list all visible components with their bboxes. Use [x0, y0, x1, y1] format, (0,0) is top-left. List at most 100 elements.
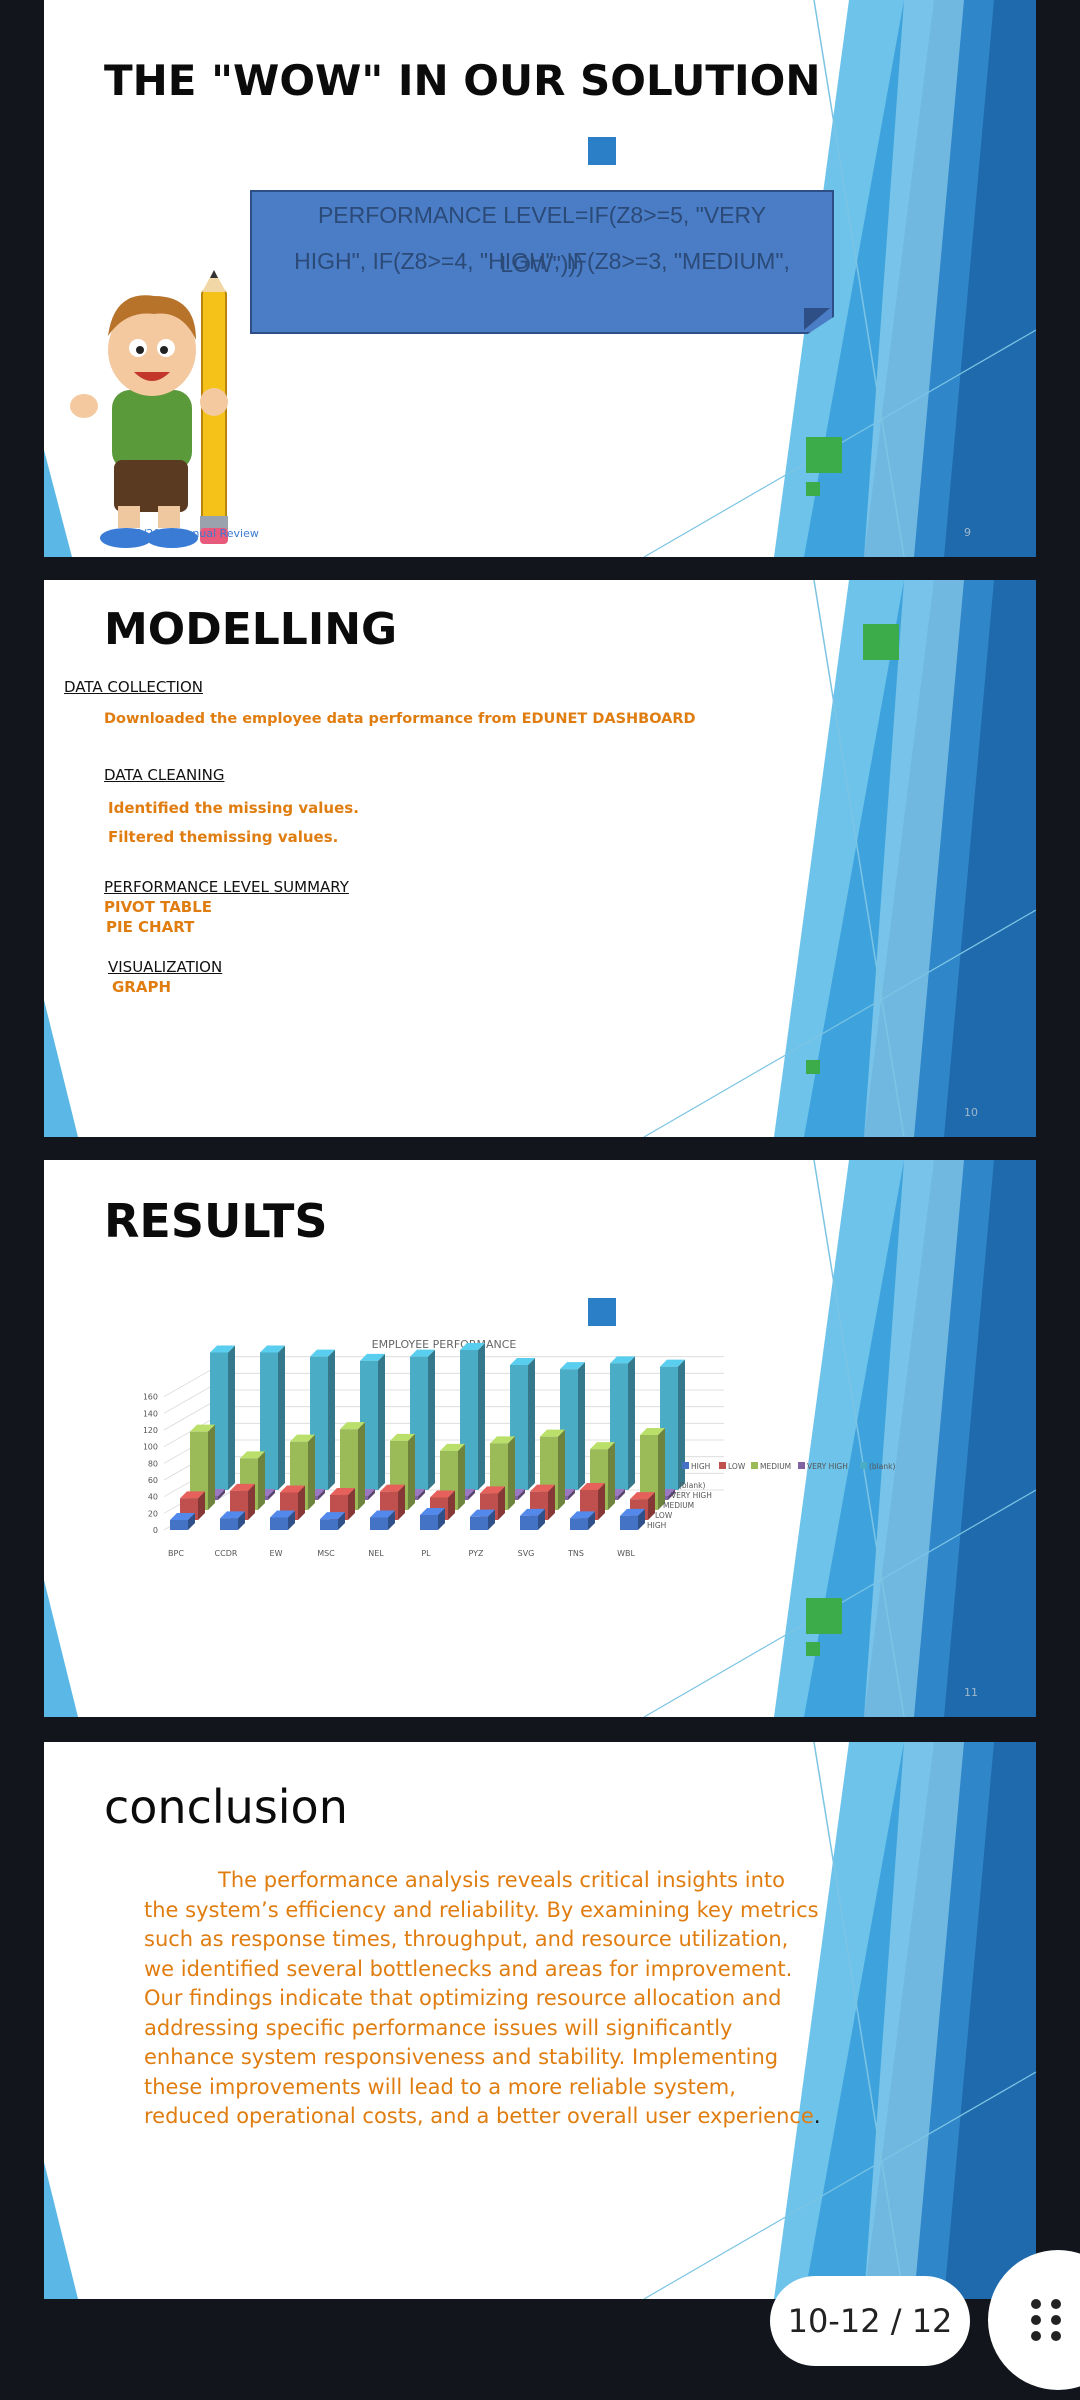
bar-top — [210, 1345, 235, 1353]
slide-4[interactable]: conclusion The performance analysis reve… — [44, 1742, 1036, 2299]
x-tick-label: BPC — [168, 1549, 184, 1558]
bar-side — [238, 1511, 245, 1530]
bar-side — [508, 1436, 515, 1510]
bar-top — [440, 1443, 465, 1451]
bar-side — [538, 1508, 545, 1530]
section-heading-visualization: VISUALIZATION — [108, 958, 223, 976]
slide-3[interactable]: RESULTS 11 0 20 40 60 80 100 120 140 160 EMPLOYEE… — [44, 1160, 1036, 1717]
slide-title: conclusion — [104, 1780, 348, 1834]
bar-top — [290, 1434, 315, 1442]
x-tick-label: CCDR — [215, 1549, 238, 1558]
bar-medium — [640, 1435, 658, 1510]
legend-label: (blank) — [869, 1462, 895, 1471]
bar-high — [520, 1515, 538, 1530]
y-tick-label: 120 — [144, 1426, 158, 1435]
green-square-large — [806, 1598, 842, 1634]
section-item: PIE CHART — [106, 918, 195, 936]
employee-performance-chart: 0 20 40 60 80 100 120 140 160 EMPLOYEE PERFORMANC… — [144, 1338, 895, 1558]
bar-top — [630, 1492, 655, 1500]
bar-side — [638, 1508, 645, 1530]
bar-top — [370, 1510, 395, 1518]
section-heading-data-cleaning: DATA CLEANING — [104, 766, 225, 784]
x-tick-label: PYZ — [468, 1549, 484, 1558]
y-tick-label: 60 — [148, 1476, 158, 1485]
bar-top — [230, 1483, 255, 1491]
bar-side — [438, 1508, 445, 1530]
bar-side — [598, 1483, 605, 1520]
bar-side — [418, 1489, 425, 1500]
x-tick-label: EW — [270, 1549, 283, 1558]
y-tick-label: 140 — [144, 1409, 158, 1418]
x-tick-label: WBL — [617, 1549, 635, 1558]
bar-side — [648, 1492, 655, 1520]
bar-side — [448, 1490, 455, 1520]
bar-high — [420, 1515, 438, 1530]
bar-high — [620, 1515, 638, 1530]
bar-side — [408, 1433, 415, 1510]
bar-side — [458, 1443, 465, 1510]
bar-top — [560, 1362, 585, 1370]
legend-swatch — [860, 1462, 867, 1469]
bar-top — [540, 1429, 565, 1437]
x-tick-label: MSC — [317, 1549, 335, 1558]
bar-side — [498, 1486, 505, 1520]
bar-top — [390, 1433, 415, 1441]
y-tick-label: 40 — [148, 1493, 158, 1502]
bar-side — [488, 1509, 495, 1530]
depth-label: LOW — [655, 1511, 673, 1520]
legend-swatch — [798, 1462, 805, 1469]
x-tick-label: NEL — [368, 1549, 384, 1558]
bar-top — [610, 1356, 635, 1364]
x-tick-label: SVG — [518, 1549, 535, 1558]
bar-side — [258, 1451, 265, 1510]
bar-side — [618, 1489, 625, 1500]
slide-date: 3/21/2024 Annual Review — [118, 527, 259, 540]
bar-top — [510, 1358, 535, 1365]
slide-1[interactable]: THE "WOW" IN OUR SOLUTION PERFORMANCE LE… — [44, 0, 1036, 557]
cartoon-boy-illustration — [70, 270, 228, 548]
bar-top — [570, 1511, 595, 1519]
bar-top — [240, 1451, 265, 1459]
formula-line-1: PERFORMANCE LEVEL=IF(Z8>=5, "VERY — [317, 202, 767, 228]
green-square-large — [806, 437, 842, 473]
bar-top — [420, 1508, 445, 1515]
green-square-small — [806, 1060, 820, 1074]
y-tick-label: 80 — [148, 1459, 158, 1468]
legend-label: VERY HIGH — [807, 1462, 848, 1471]
bar-side — [398, 1484, 405, 1520]
x-tick-label: TNS — [567, 1549, 584, 1558]
y-tick-label: 0 — [153, 1526, 158, 1535]
bar-medium — [190, 1431, 208, 1510]
bar-top — [380, 1484, 405, 1492]
x-tick-label: PL — [421, 1549, 431, 1558]
bar-high — [570, 1518, 588, 1530]
y-tick-label: 160 — [144, 1393, 158, 1402]
depth-label: HIGH — [647, 1521, 666, 1530]
bar-top — [520, 1508, 545, 1516]
section-item: Identified the missing values. — [108, 799, 359, 817]
bar-top — [590, 1442, 615, 1450]
bar-side — [388, 1510, 395, 1530]
slide-2[interactable]: MODELLING DATA COLLECTION Downloaded the… — [44, 580, 1036, 1137]
bar-high — [470, 1516, 488, 1530]
formula-line-3: LOW"))) — [500, 251, 584, 277]
bar-side — [268, 1489, 275, 1500]
section-item: Filtered themissing values. — [108, 828, 339, 846]
bar-side — [608, 1442, 615, 1510]
bar-side — [358, 1422, 365, 1510]
page-indicator[interactable]: 10-12 / 12 — [770, 2276, 970, 2366]
legend-swatch — [751, 1462, 758, 1469]
bar-side — [198, 1491, 205, 1520]
bar-top — [470, 1509, 495, 1517]
page-indicator-text: 10-12 / 12 — [787, 2302, 953, 2340]
slide-title: RESULTS — [104, 1194, 328, 1248]
green-square-small — [806, 482, 820, 496]
section-heading-data-collection: DATA COLLECTION — [64, 678, 203, 696]
bar-top — [190, 1424, 215, 1432]
legend-label: LOW — [728, 1462, 746, 1471]
bar-high — [320, 1519, 338, 1530]
bar-side — [468, 1489, 475, 1500]
bar-side — [368, 1489, 375, 1500]
slide-background-decoration — [44, 580, 1036, 1137]
bar-top — [180, 1491, 205, 1499]
